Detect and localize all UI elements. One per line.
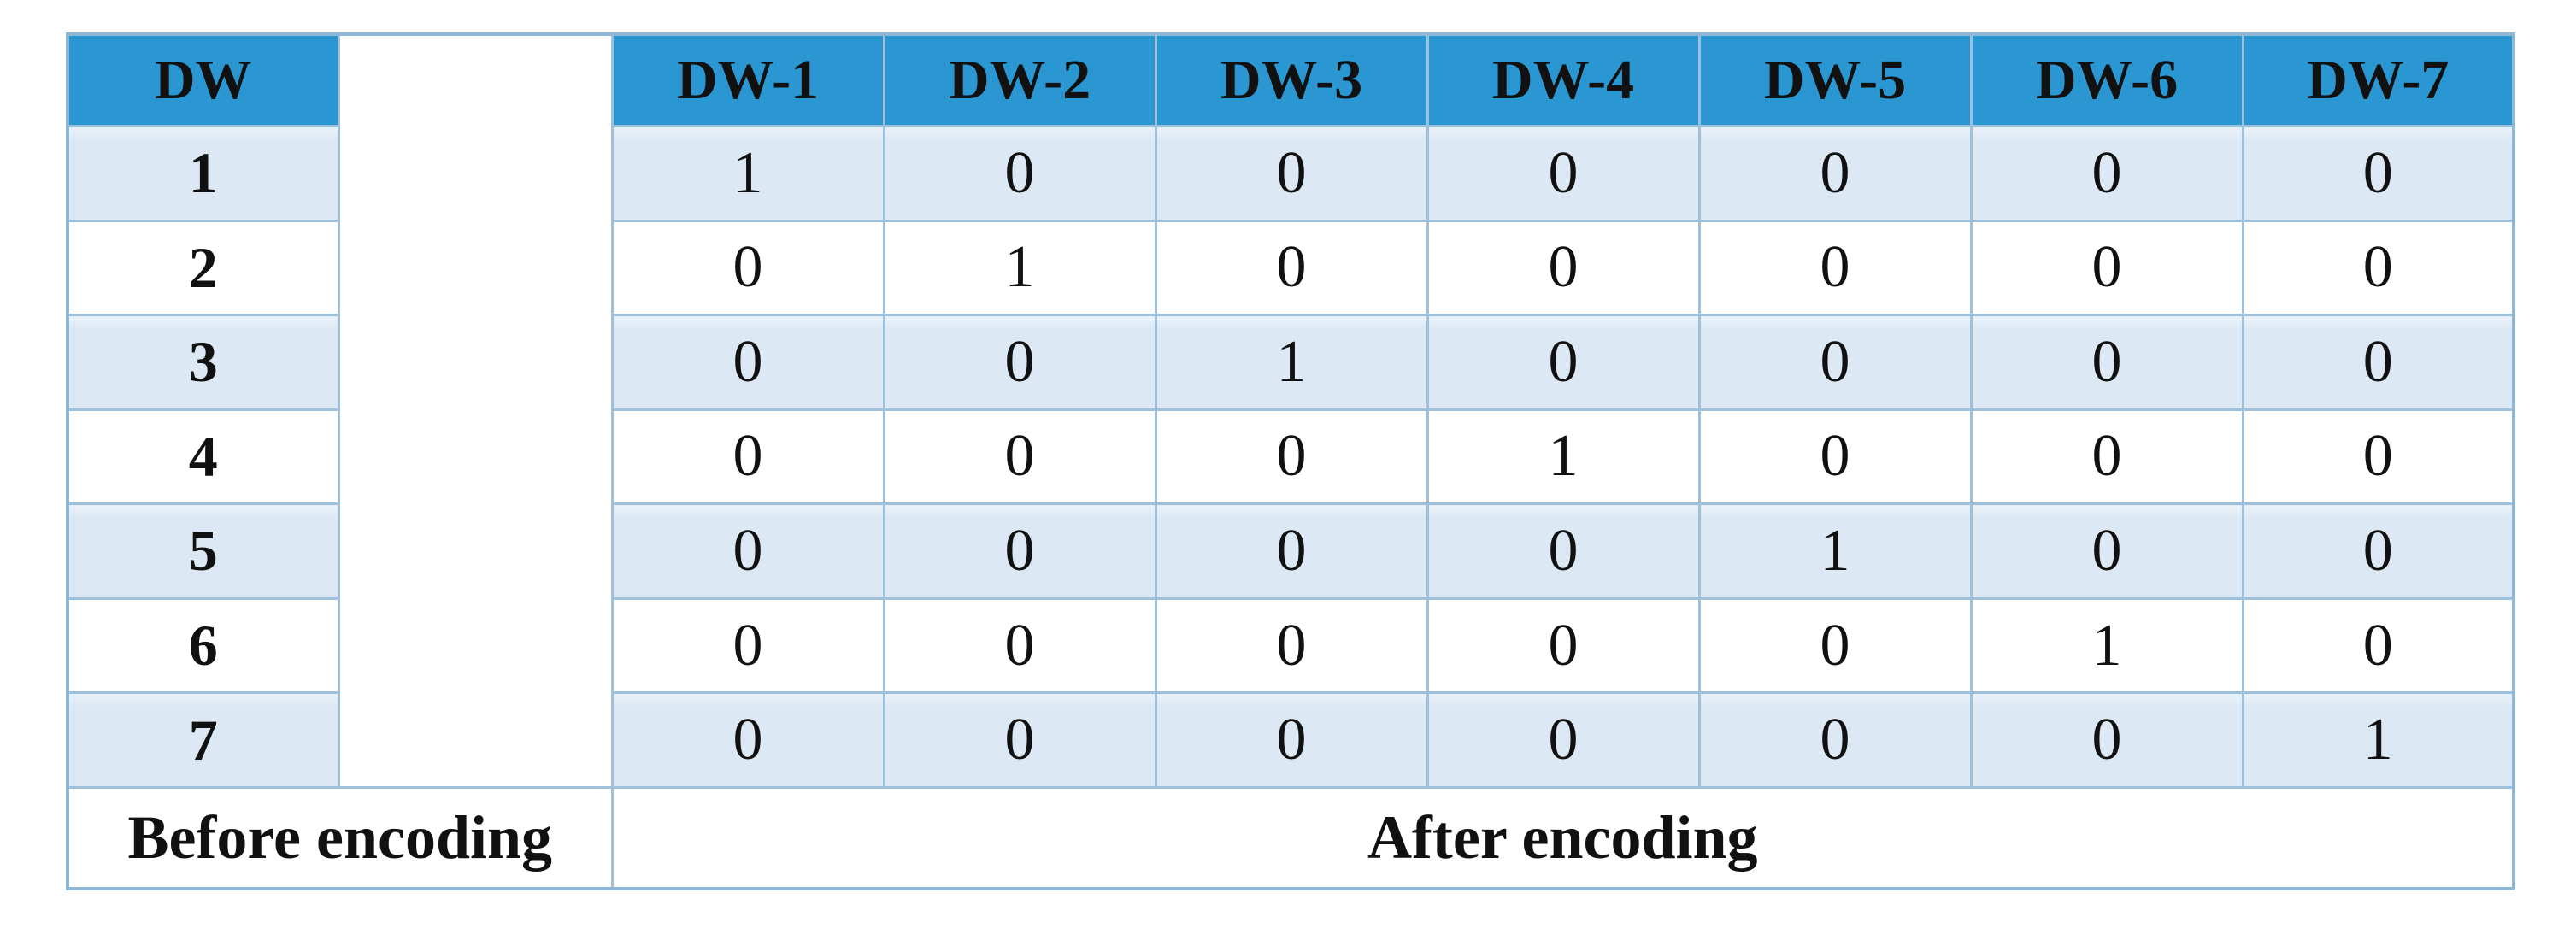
matrix-cell: 0 <box>1154 408 1429 506</box>
footer-after-cell: After encoding <box>610 785 2515 890</box>
encoding-table: DW DW-1 DW-2 DW-3 DW-4 DW-5 DW-6 DW-7 1 … <box>66 32 2515 890</box>
matrix-cell: 0 <box>1426 314 1701 411</box>
matrix-cell: 0 <box>1697 314 1973 411</box>
matrix-cell: 0 <box>1426 219 1701 317</box>
matrix-cell: 0 <box>1697 408 1973 506</box>
matrix-cell: 0 <box>1426 596 1701 695</box>
header-cell-dw3: DW-3 <box>1154 32 1429 128</box>
table-row: 7 0 0 0 0 0 0 1 <box>66 691 2515 789</box>
matrix-cell: 0 <box>610 596 885 695</box>
matrix-cell: 0 <box>1154 219 1429 317</box>
matrix-cell: 0 <box>882 691 1157 789</box>
header-cell-dw2: DW-2 <box>882 32 1157 128</box>
matrix-cell: 0 <box>1969 502 2244 600</box>
matrix-cell: 0 <box>2241 219 2515 317</box>
table-row: 4 0 0 0 1 0 0 0 <box>66 408 2515 506</box>
matrix-cell: 1 <box>1969 596 2244 695</box>
matrix-cell: 0 <box>2241 125 2515 222</box>
row-label: 6 <box>66 596 340 695</box>
header-cell-dw5: DW-5 <box>1697 32 1973 128</box>
matrix-cell: 0 <box>1969 408 2244 506</box>
matrix-cell: 0 <box>882 125 1157 222</box>
row-label: 4 <box>66 408 340 506</box>
matrix-cell: 0 <box>1154 691 1429 789</box>
row-label: 5 <box>66 502 340 600</box>
matrix-cell: 0 <box>1426 691 1701 789</box>
matrix-cell: 0 <box>1697 596 1973 695</box>
matrix-cell: 0 <box>2241 408 2515 506</box>
matrix-cell: 0 <box>882 314 1157 411</box>
table-row: 6 0 0 0 0 0 1 0 <box>66 596 2515 695</box>
matrix-cell: 0 <box>1154 502 1429 600</box>
matrix-cell: 0 <box>1154 125 1429 222</box>
header-cell-dw6: DW-6 <box>1969 32 2244 128</box>
matrix-cell: 1 <box>610 125 885 222</box>
matrix-cell: 1 <box>1697 502 1973 600</box>
matrix-cell: 0 <box>2241 596 2515 695</box>
table-row: 5 0 0 0 0 1 0 0 <box>66 502 2515 600</box>
table-row: 3 0 0 1 0 0 0 0 <box>66 314 2515 411</box>
header-cell-dw1: DW-1 <box>610 32 885 128</box>
matrix-cell: 0 <box>610 219 885 317</box>
header-cell-dw: DW <box>66 32 340 128</box>
header-cell-dw4: DW-4 <box>1426 32 1701 128</box>
matrix-cell: 0 <box>1697 219 1973 317</box>
header-cell-dw7: DW-7 <box>2241 32 2515 128</box>
row-label: 3 <box>66 314 340 411</box>
matrix-cell: 0 <box>882 596 1157 695</box>
matrix-cell: 0 <box>1426 125 1701 222</box>
matrix-cell: 0 <box>610 408 885 506</box>
matrix-cell: 0 <box>2241 502 2515 600</box>
matrix-cell: 0 <box>1697 125 1973 222</box>
matrix-cell: 0 <box>1697 691 1973 789</box>
table-row: 1 1 0 0 0 0 0 0 <box>66 125 2515 222</box>
matrix-cell: 1 <box>882 219 1157 317</box>
table-row: 2 0 1 0 0 0 0 0 <box>66 219 2515 317</box>
matrix-cell: 0 <box>610 502 885 600</box>
matrix-cell: 1 <box>2241 691 2515 789</box>
footer-before-cell: Before encoding <box>66 785 614 890</box>
matrix-cell: 0 <box>2241 314 2515 411</box>
matrix-cell: 1 <box>1426 408 1701 506</box>
matrix-cell: 0 <box>1969 314 2244 411</box>
matrix-cell: 0 <box>882 502 1157 600</box>
matrix-cell: 0 <box>1969 691 2244 789</box>
matrix-cell: 0 <box>882 408 1157 506</box>
matrix-cell: 1 <box>1154 314 1429 411</box>
matrix-cell: 0 <box>1969 125 2244 222</box>
table-header-row: DW DW-1 DW-2 DW-3 DW-4 DW-5 DW-6 DW-7 <box>66 32 2515 789</box>
matrix-cell: 0 <box>610 691 885 789</box>
row-label: 1 <box>66 125 340 222</box>
matrix-cell: 0 <box>1426 502 1701 600</box>
matrix-cell: 0 <box>1154 596 1429 695</box>
row-label: 7 <box>66 691 340 789</box>
table-footer-row: Before encoding After encoding <box>66 785 2515 890</box>
row-label: 2 <box>66 219 340 317</box>
matrix-cell: 0 <box>610 314 885 411</box>
matrix-cell: 0 <box>1969 219 2244 317</box>
gap-cell <box>337 32 614 789</box>
